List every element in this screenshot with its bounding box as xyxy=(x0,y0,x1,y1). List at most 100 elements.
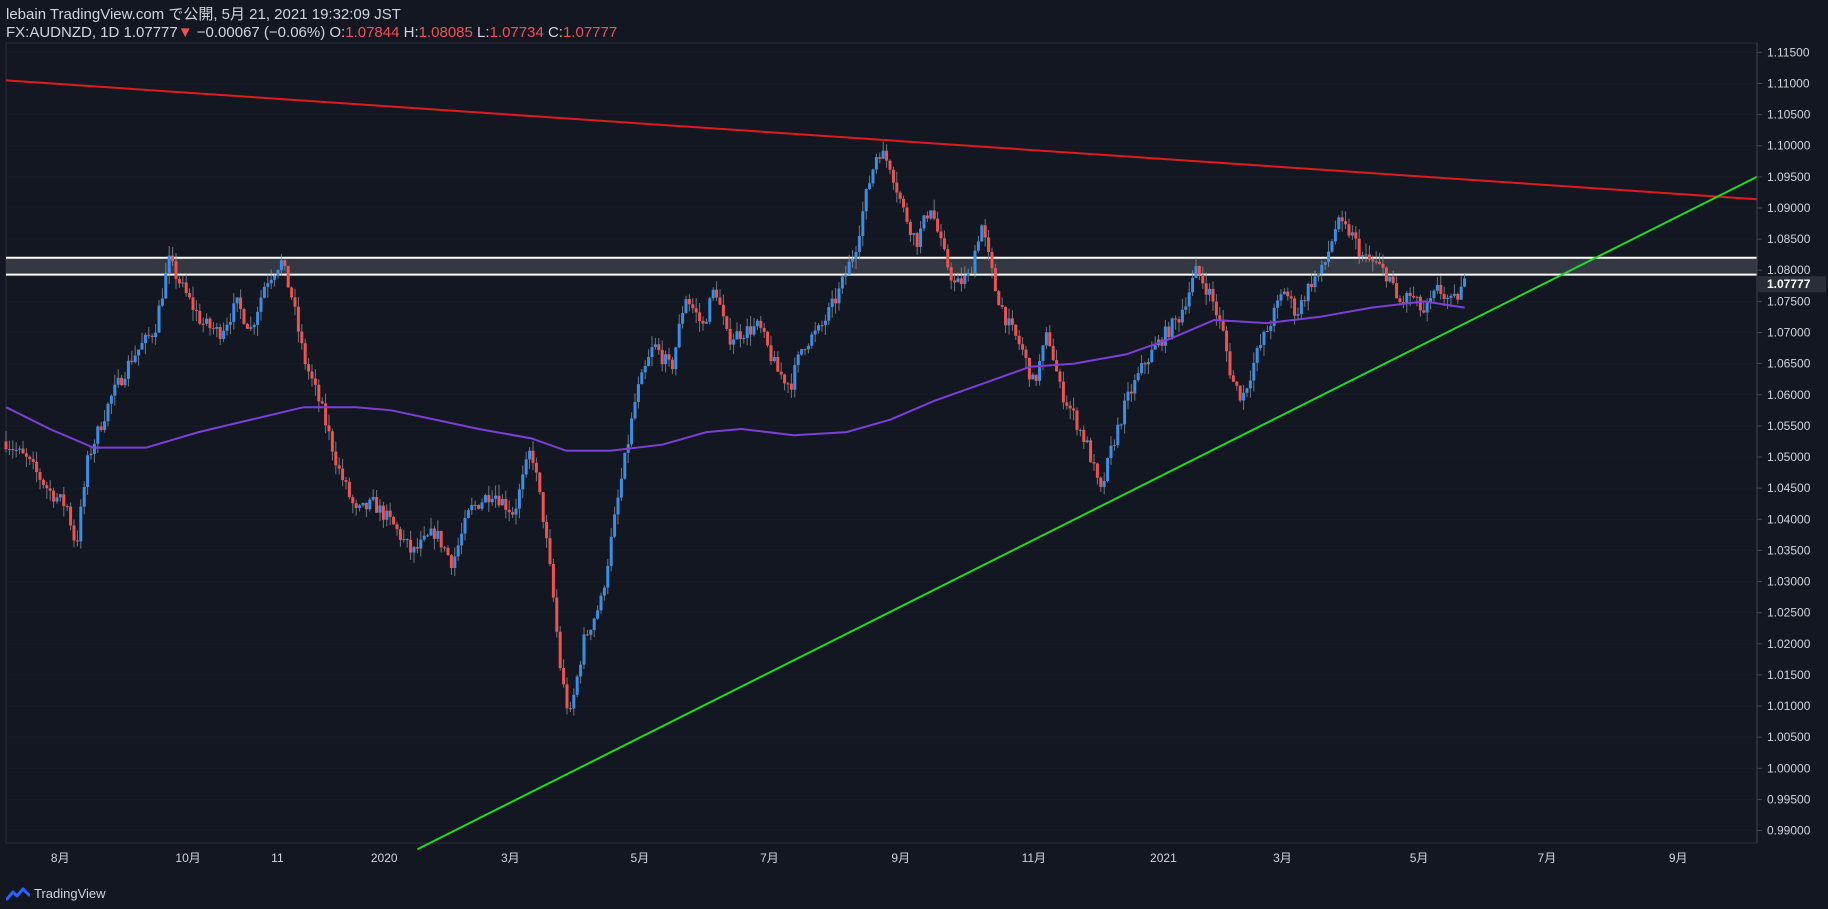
candle xyxy=(245,322,249,329)
candle-body xyxy=(303,343,307,365)
candle-body xyxy=(1119,424,1123,426)
candle xyxy=(1191,270,1195,297)
candle xyxy=(1082,425,1086,449)
candle-body xyxy=(664,354,668,365)
candle xyxy=(470,497,474,515)
candle xyxy=(103,410,107,433)
candle-body xyxy=(966,272,970,276)
candle xyxy=(446,545,450,556)
candle-body xyxy=(147,334,151,336)
price-axis[interactable]: 1.11500 1.11000 1.10500 1.10000 1.09500 1.090… xyxy=(1756,43,1826,843)
candle-body xyxy=(1337,217,1341,230)
candle-body xyxy=(1225,330,1229,352)
candle-body xyxy=(1286,291,1290,297)
candle xyxy=(429,517,433,537)
candle-body xyxy=(1095,463,1099,478)
candle-body xyxy=(854,252,858,259)
candle-body xyxy=(1238,385,1242,401)
candle-body xyxy=(558,631,562,669)
candle-body xyxy=(922,215,926,229)
candle-body xyxy=(643,365,647,373)
candle xyxy=(208,316,212,336)
candle xyxy=(925,211,929,223)
candle xyxy=(456,537,460,561)
resistance-trendline[interactable] xyxy=(5,79,1757,201)
candle-body xyxy=(222,330,226,339)
candle-body xyxy=(633,401,637,419)
candle xyxy=(579,660,583,684)
candle-body xyxy=(174,261,178,279)
candle-body xyxy=(861,211,865,237)
candle xyxy=(347,477,351,500)
candle-body xyxy=(1459,286,1463,300)
price-tick-label: 1.06500 xyxy=(1767,357,1811,371)
candle-body xyxy=(1327,251,1331,263)
candle-body xyxy=(24,453,28,457)
candle-body xyxy=(1228,351,1232,376)
candle xyxy=(1174,315,1178,330)
candle xyxy=(861,201,865,247)
candle xyxy=(1374,251,1378,265)
time-tick-label: 7月 xyxy=(1538,851,1557,865)
candle xyxy=(1395,276,1399,299)
candle-body xyxy=(1214,301,1218,316)
candle xyxy=(490,490,494,506)
symbol-label[interactable]: FX:AUDNZD, 1D xyxy=(6,24,120,41)
candle-body xyxy=(1418,296,1422,311)
candle xyxy=(864,188,868,220)
candle-body xyxy=(334,451,338,466)
candle-body xyxy=(640,372,644,385)
candle xyxy=(290,286,294,301)
candle xyxy=(453,547,457,577)
candle xyxy=(959,267,963,292)
candle xyxy=(749,315,753,346)
candle-body xyxy=(79,506,83,542)
candle-body xyxy=(728,328,732,345)
candle-body xyxy=(772,357,776,362)
candle-body xyxy=(1163,326,1167,346)
candle-body xyxy=(925,215,929,219)
candle xyxy=(657,337,661,355)
candle xyxy=(164,262,168,299)
candle-body xyxy=(1248,380,1252,389)
candle-body xyxy=(592,618,596,630)
candle xyxy=(830,290,834,318)
candle-body xyxy=(14,449,18,451)
price-tick-label: 1.04000 xyxy=(1767,512,1811,526)
candle xyxy=(1361,251,1365,262)
candle xyxy=(1456,292,1460,304)
candle xyxy=(1327,240,1331,268)
candle xyxy=(1027,357,1031,387)
candle-body xyxy=(898,192,902,199)
open-label: O: xyxy=(329,24,346,41)
candle xyxy=(86,450,90,495)
candle-body xyxy=(449,555,453,568)
candle-body xyxy=(1075,410,1079,430)
candle xyxy=(1078,428,1082,437)
candle xyxy=(1439,275,1443,300)
time-axis[interactable]: 8月 10月 11 2020 3月 5月 7月 9月 11月 2021 3月 5月 7月 9月 xyxy=(51,851,1688,865)
candle xyxy=(555,589,559,638)
candle-body xyxy=(545,521,549,539)
candle-body xyxy=(296,306,300,332)
candle xyxy=(565,677,569,715)
candle-body xyxy=(602,587,606,596)
tradingview-logo[interactable]: TradingView xyxy=(6,886,106,901)
candle xyxy=(558,626,562,671)
candle-body xyxy=(398,529,402,540)
candle-body xyxy=(395,524,399,530)
candle-body xyxy=(1371,259,1375,262)
candle xyxy=(732,333,736,355)
candle-body xyxy=(776,357,780,372)
low-label: L: xyxy=(477,24,490,41)
candle-body xyxy=(1024,349,1028,358)
candle xyxy=(636,376,640,409)
candle xyxy=(1068,401,1072,420)
candle xyxy=(545,514,549,548)
candle xyxy=(133,345,137,364)
support-trendline[interactable] xyxy=(417,175,1758,851)
candle xyxy=(1102,472,1106,495)
candle-body xyxy=(436,530,440,539)
candle xyxy=(630,412,634,447)
